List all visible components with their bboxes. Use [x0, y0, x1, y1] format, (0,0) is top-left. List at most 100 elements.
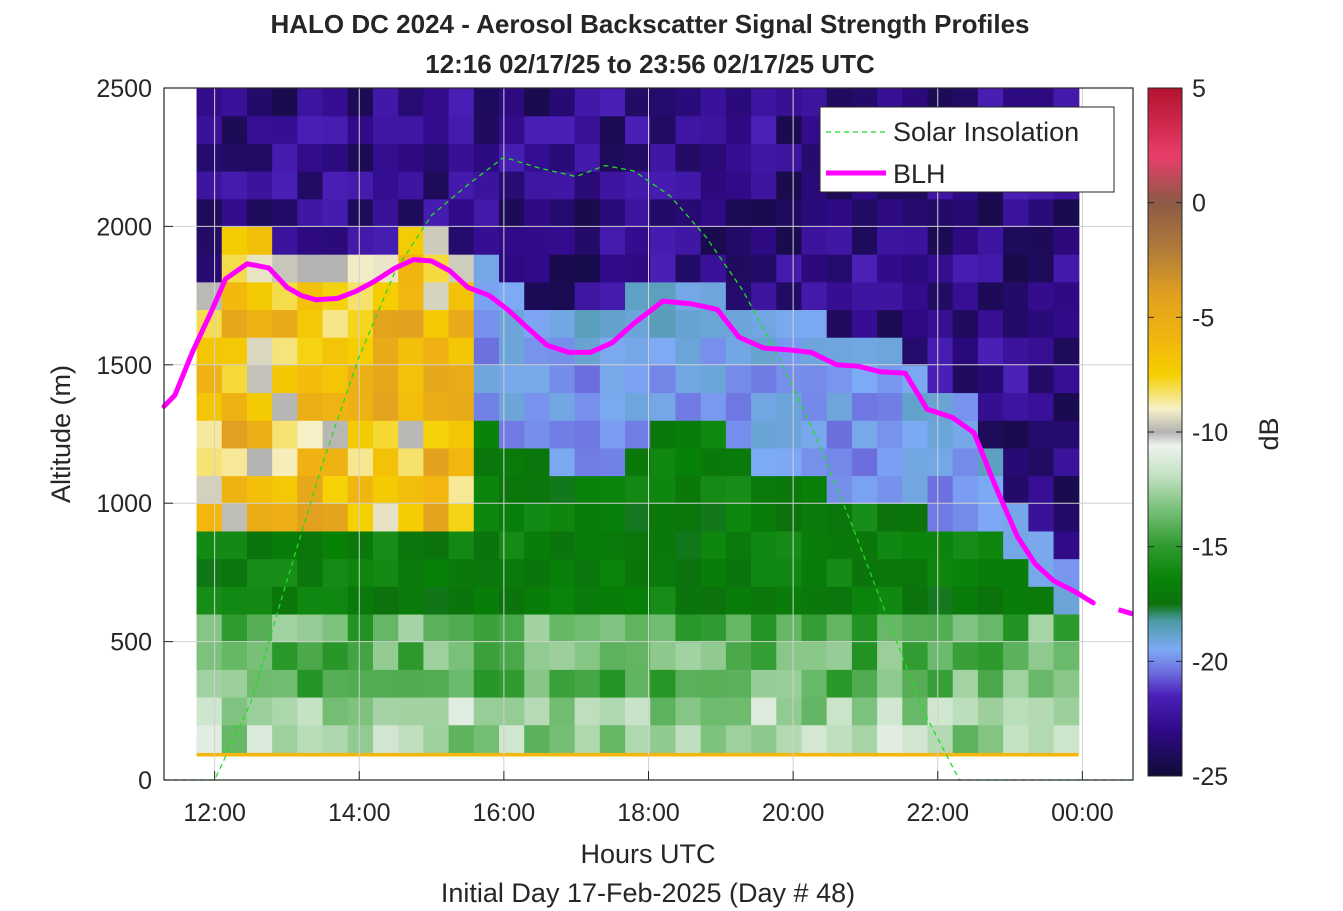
heatmap-cell: [675, 226, 702, 255]
heatmap-cell: [826, 198, 853, 227]
heatmap-cell: [725, 447, 752, 477]
heatmap-cell: [725, 420, 752, 449]
heatmap-cell: [272, 669, 298, 698]
heatmap-cell: [977, 254, 1004, 283]
heatmap-cell: [499, 724, 525, 753]
heatmap-cell: [826, 669, 853, 698]
heatmap-cell: [700, 337, 727, 366]
heatmap-cell: [599, 198, 626, 227]
heatmap-cell: [322, 724, 349, 753]
heatmap-cell: [877, 613, 903, 643]
heatmap-cell: [952, 447, 979, 477]
heatmap-cell: [776, 475, 803, 504]
heatmap-cell: [499, 337, 525, 366]
heatmap-cell: [599, 530, 626, 560]
heatmap-cell: [599, 724, 626, 753]
heatmap-cell: [751, 447, 777, 477]
heatmap-cell: [221, 475, 248, 504]
heatmap-cell: [196, 198, 223, 227]
heatmap-cell: [1003, 281, 1029, 311]
x-tick-label: 00:00: [1051, 799, 1114, 827]
heatmap-cell: [927, 530, 954, 560]
heatmap-cell: [675, 254, 702, 283]
heatmap-cell: [499, 254, 525, 283]
heatmap-cell: [650, 254, 677, 283]
heatmap-cell: [372, 696, 399, 726]
heatmap-cell: [322, 254, 349, 283]
heatmap-cell: [297, 669, 324, 698]
heatmap-cell: [372, 420, 399, 449]
heatmap-cell: [1053, 641, 1080, 670]
heatmap-cell: [448, 641, 475, 670]
heatmap-cell: [246, 503, 273, 532]
heatmap-cell: [927, 475, 954, 504]
heatmap-cell: [776, 143, 803, 172]
heatmap-cell: [650, 530, 677, 560]
heatmap-cell: [473, 337, 500, 366]
heatmap-cell: [1053, 475, 1080, 504]
heatmap-cell: [473, 171, 500, 200]
heatmap-cell: [801, 641, 828, 670]
heatmap-cell: [398, 281, 424, 311]
heatmap-cell: [751, 641, 777, 670]
heatmap-cell: [977, 309, 1004, 338]
heatmap-cell: [776, 198, 803, 227]
colorbar-tick-label: 5: [1192, 75, 1206, 103]
heatmap-cell: [1028, 420, 1055, 449]
heatmap-cell: [902, 669, 929, 698]
heatmap-cell: [1028, 530, 1055, 560]
heatmap-cell: [625, 613, 651, 643]
heatmap-cell: [801, 254, 828, 283]
heatmap-cell: [675, 143, 702, 172]
heatmap-cell: [1003, 420, 1029, 449]
x-tick-label: 22:00: [906, 799, 969, 827]
heatmap-cell: [322, 226, 349, 255]
heatmap-cell: [877, 254, 903, 283]
heatmap-cell: [776, 115, 803, 144]
heatmap-cell: [801, 724, 828, 753]
heatmap-cell: [549, 198, 576, 227]
heatmap-cell: [272, 143, 298, 172]
heatmap-cell: [1028, 364, 1055, 394]
heatmap-cell: [322, 392, 349, 421]
heatmap-cell: [751, 115, 777, 144]
heatmap-cell: [574, 309, 601, 338]
heatmap-cell: [725, 558, 752, 587]
heatmap-cell: [851, 226, 878, 255]
heatmap-cell: [826, 254, 853, 283]
heatmap-cell: [599, 613, 626, 643]
heatmap-cell: [801, 392, 828, 421]
heatmap-cell: [297, 447, 324, 477]
heatmap-cell: [448, 88, 475, 117]
heatmap-cell: [851, 475, 878, 504]
heatmap-cell: [776, 364, 803, 394]
heatmap-cell: [423, 558, 450, 587]
heatmap-cell: [524, 641, 551, 670]
heatmap-cell: [977, 724, 1004, 753]
heatmap-cell: [423, 281, 450, 311]
heatmap-cell: [499, 503, 525, 532]
heatmap-cell: [221, 281, 248, 311]
heatmap-cell: [297, 364, 324, 394]
heatmap-cell: [826, 724, 853, 753]
heatmap-cell: [448, 669, 475, 698]
x-tick-label: 14:00: [328, 799, 391, 827]
heatmap-cell: [549, 669, 576, 698]
heatmap-cell: [675, 364, 702, 394]
heatmap-cell: [650, 696, 677, 726]
heatmap-cell: [347, 586, 374, 615]
heatmap-cell: [221, 669, 248, 698]
heatmap-cell: [902, 503, 929, 532]
heatmap-cell: [246, 337, 273, 366]
heatmap-cell: [196, 115, 223, 144]
heatmap-cell: [574, 558, 601, 587]
heatmap-cell: [751, 503, 777, 532]
heatmap-cell: [322, 641, 349, 670]
heatmap-cell: [473, 475, 500, 504]
heatmap-cell: [398, 447, 424, 477]
heatmap-cell: [473, 392, 500, 421]
heatmap-cell: [473, 420, 500, 449]
colorbar-label: dB: [1254, 417, 1284, 450]
heatmap-cell: [675, 309, 702, 338]
heatmap-cell: [599, 392, 626, 421]
